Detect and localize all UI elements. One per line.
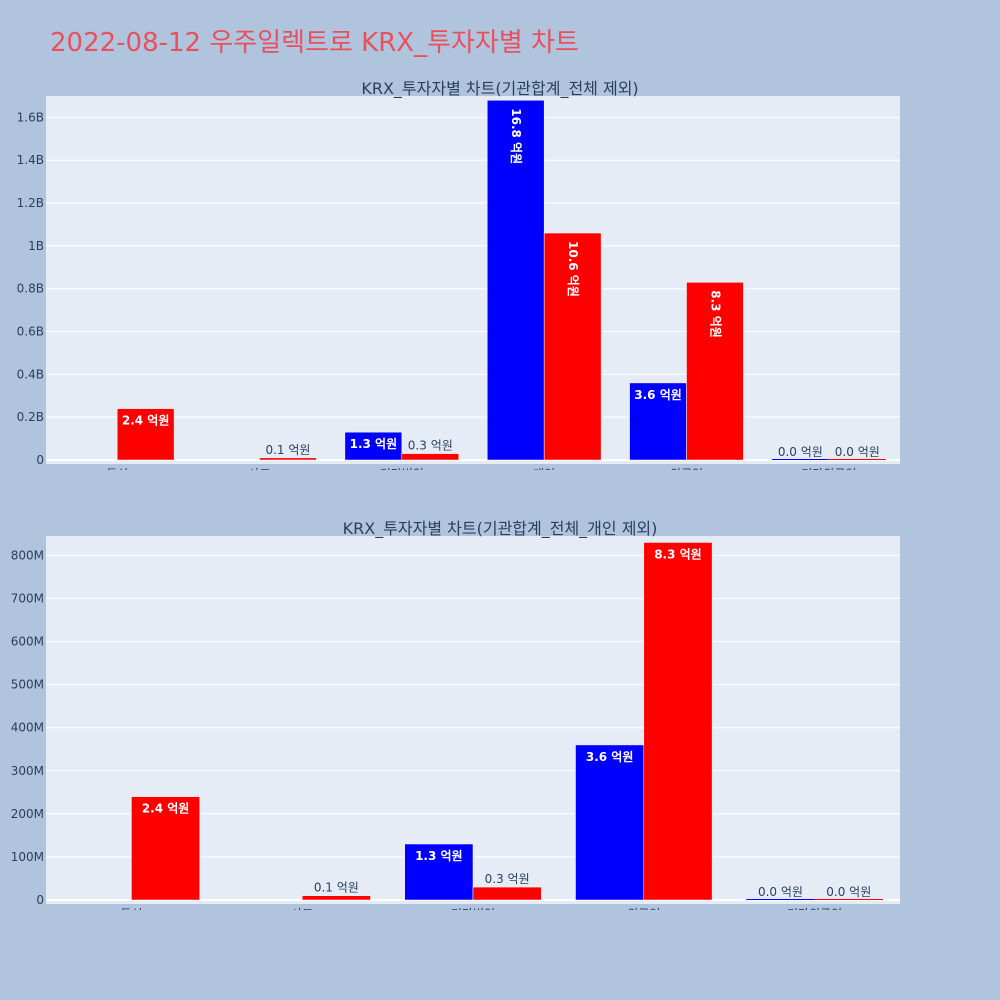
bar <box>543 232 602 461</box>
y-tick-label: 0.8B <box>17 282 44 296</box>
bar-data-label: 2.4 억원 <box>122 414 170 428</box>
x-tick-label: 기타법인 <box>451 907 495 910</box>
y-tick-label: 800M <box>11 548 44 562</box>
bar-data-label: 3.6 억원 <box>586 750 634 764</box>
x-tick-label: 기타외국인 <box>787 907 842 910</box>
x-tick-label: 개인 <box>533 467 555 470</box>
bar <box>259 457 317 461</box>
bar-data-label: 0.0 억원 <box>835 445 880 459</box>
y-tick-label: 500M <box>11 678 44 692</box>
bar <box>344 431 403 461</box>
bar <box>116 408 175 461</box>
bar <box>401 453 460 461</box>
y-tick-label: 0 <box>36 453 44 467</box>
y-tick-label: 0.6B <box>17 325 44 339</box>
bar <box>404 843 474 901</box>
y-tick-label: 1.4B <box>17 153 44 167</box>
y-tick-label: 0 <box>36 893 44 907</box>
x-tick-label: 외국인 <box>670 467 703 470</box>
bar <box>575 744 645 901</box>
bar-data-label: 10.6 억원 <box>566 241 580 297</box>
chart-title: KRX_투자자별 차트(기관합계_전체 제외) <box>361 79 638 99</box>
y-tick-label: 200M <box>11 807 44 821</box>
bar <box>301 895 371 901</box>
bar <box>472 886 542 901</box>
y-tick-label: 600M <box>11 635 44 649</box>
x-tick-label: 외국인 <box>627 907 660 910</box>
bar <box>771 459 829 460</box>
bar <box>746 899 815 900</box>
y-tick-label: 1.6B <box>17 110 44 124</box>
bar-data-label: 0.1 억원 <box>265 443 310 457</box>
y-tick-label: 100M <box>11 850 44 864</box>
y-tick-label: 0.4B <box>17 367 44 381</box>
x-tick-label: 기타외국인 <box>801 467 856 470</box>
y-tick-label: 400M <box>11 721 44 735</box>
bar <box>131 796 200 901</box>
bar-data-label: 1.3 억원 <box>350 437 398 451</box>
y-tick-label: 1.2B <box>17 196 44 210</box>
plot-area <box>46 96 900 464</box>
bar-data-label: 2.4 억원 <box>142 802 190 816</box>
bar-data-label: 16.8 억원 <box>509 108 523 164</box>
bar-data-label: 0.0 억원 <box>758 885 803 899</box>
bar-data-label: 8.3 억원 <box>654 547 702 561</box>
bar-data-label: 0.0 억원 <box>826 885 871 899</box>
x-tick-label: 투신 <box>120 907 142 910</box>
bar <box>814 899 883 900</box>
chart-without-institutions: KRX_투자자별 차트(기관합계_전체 제외) 0 0.2B 0.4B 0.6B 0.8B… <box>17 79 900 470</box>
y-tick-label: 700M <box>11 591 44 605</box>
bar <box>486 100 545 461</box>
bar <box>828 459 886 460</box>
bar-data-label: 0.3 억원 <box>408 439 453 453</box>
y-tick-label: 1B <box>28 239 44 253</box>
y-tick-label: 0.2B <box>17 410 44 424</box>
bar <box>629 382 687 461</box>
y-tick-label: 300M <box>11 764 44 778</box>
x-tick-label: 사모 <box>248 467 270 470</box>
bar-data-label: 1.3 억원 <box>415 849 463 863</box>
x-tick-label: 사모 <box>291 907 313 910</box>
x-tick-label: 투신 <box>106 467 128 470</box>
bar-data-label: 0.3 억원 <box>485 872 530 886</box>
chart-title: KRX_투자자별 차트(기관합계_전체_개인 제외) <box>343 519 658 539</box>
bar-data-label: 0.0 억원 <box>778 445 823 459</box>
x-tick-label: 기타법인 <box>380 467 424 470</box>
bar <box>686 282 744 461</box>
chart-without-institutions-and-individuals: KRX_투자자별 차트(기관합계_전체_개인 제외) 0 100M 200M 300M 4… <box>11 519 900 910</box>
bar <box>643 542 713 901</box>
bar-data-label: 8.3 억원 <box>708 290 722 338</box>
bar-data-label: 3.6 억원 <box>634 388 682 402</box>
page-title: 2022-08-12 우주일렉트로 KRX_투자자별 차트 <box>50 28 579 58</box>
bar-data-label: 0.1 억원 <box>314 881 359 895</box>
